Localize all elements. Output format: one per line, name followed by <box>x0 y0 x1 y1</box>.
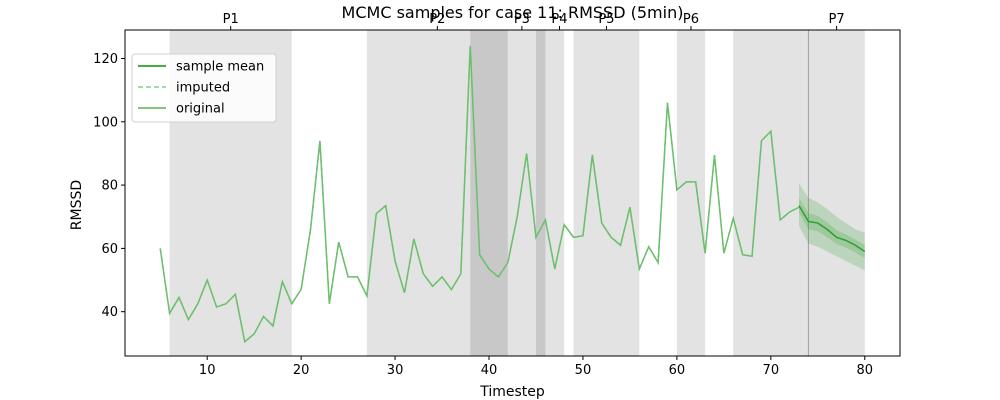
legend-label-original: original <box>176 102 225 117</box>
y-tick-label-40: 40 <box>101 305 118 320</box>
x-tick-label-80: 80 <box>856 363 873 378</box>
legend-label-sample-mean: sample mean <box>176 60 264 75</box>
chart-title: MCMC samples for case 11: RMSSD (5min) <box>342 3 684 22</box>
sample-mean-line <box>798 205 866 253</box>
overlap-region-1 <box>535 30 546 356</box>
shaded-region-p5 <box>573 30 640 356</box>
legend-box <box>131 53 277 123</box>
period-tick-label-p3: P3 <box>514 12 530 27</box>
sample-band-inner <box>799 197 865 259</box>
x-tick-label-30: 30 <box>387 363 404 378</box>
overlap-region-0 <box>470 30 508 356</box>
sample-band-outer <box>799 183 865 271</box>
original-line <box>159 45 800 344</box>
shaded-regions <box>169 30 865 356</box>
y-axis-label: RMSSD <box>69 180 85 230</box>
period-tick-label-p7: P7 <box>829 12 845 27</box>
period-ticks: P1 P2 P3 P4 P5 P6 P7 <box>223 12 845 30</box>
series-lines <box>159 45 866 344</box>
y-tick-label-80: 80 <box>101 179 118 194</box>
plot-frame <box>124 29 901 357</box>
legend-label-imputed: imputed <box>176 81 230 96</box>
x-axis-label: Timestep <box>479 384 545 400</box>
y-tick-label-100: 100 <box>93 115 118 130</box>
legend: sample mean imputed original <box>131 53 277 123</box>
period-tick-label-p6: P6 <box>683 12 699 27</box>
period-tick-label-p4: P4 <box>551 12 567 27</box>
shaded-region-p7 <box>808 30 865 356</box>
x-tick-label-20: 20 <box>293 363 310 378</box>
period-tick-label-p5: P5 <box>598 12 614 27</box>
shaded-region-unlabeled-1 <box>366 30 471 356</box>
x-tick-label-40: 40 <box>481 363 498 378</box>
shaded-region-unlabeled-7 <box>733 30 809 356</box>
shaded-region-p6 <box>676 30 706 356</box>
x-tick-label-50: 50 <box>575 363 592 378</box>
y-axis-ticks: 40 60 80 100 120 <box>93 52 125 320</box>
y-tick-label-120: 120 <box>93 52 118 67</box>
x-tick-label-70: 70 <box>763 363 780 378</box>
period-tick-label-p1: P1 <box>223 12 239 27</box>
x-tick-label-10: 10 <box>199 363 216 378</box>
x-tick-label-60: 60 <box>669 363 686 378</box>
y-tick-label-60: 60 <box>101 242 118 257</box>
credible-band <box>799 183 865 271</box>
period-tick-label-p2: P2 <box>429 12 445 27</box>
x-axis-ticks: 10 20 30 40 50 60 70 80 <box>199 356 873 378</box>
